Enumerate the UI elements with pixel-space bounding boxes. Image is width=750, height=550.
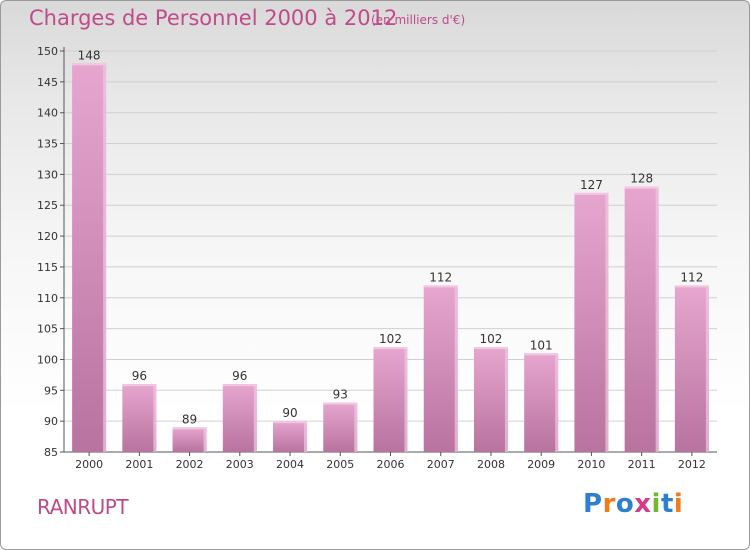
bar-edge [203,427,207,452]
data-label: 112 [680,270,703,284]
data-label: 101 [530,338,553,352]
logo-letter: r [602,489,616,519]
x-tick-label: 2002 [176,458,204,471]
y-tick-label: 125 [37,199,58,212]
data-label: 96 [132,369,147,383]
proxiti-logo: Proxiti [583,489,683,519]
data-label: 128 [630,172,653,186]
x-tick-label: 2008 [477,458,505,471]
data-label: 112 [429,270,452,284]
logo-letter: i [673,489,684,519]
x-tick-label: 2007 [427,458,455,471]
y-tick-label: 90 [44,415,58,428]
y-tick-label: 140 [37,107,58,120]
bar [72,63,107,452]
chart-subtitle: (en milliers d'€) [371,13,466,27]
data-label: 90 [282,406,297,420]
bar-edge [705,285,709,452]
bar [574,192,609,452]
data-label: 102 [379,332,402,346]
x-tick-label: 2003 [226,458,254,471]
y-tick-label: 145 [37,76,58,89]
bar-edge [655,186,659,452]
y-tick-label: 110 [37,292,58,305]
x-tick-label: 2000 [75,458,103,471]
bar [473,347,508,452]
bar-edge [454,285,458,452]
x-tick-label: 2005 [326,458,354,471]
bar [674,285,709,452]
bar-top-highlight [72,63,107,66]
y-tick-label: 95 [44,384,58,397]
bar [222,384,257,452]
x-tick-label: 2006 [377,458,405,471]
data-label: 148 [78,48,101,62]
bar-top-highlight [122,384,157,387]
y-tick-label: 130 [37,168,58,181]
x-tick-label: 2009 [527,458,555,471]
bar-top-highlight [674,285,709,288]
bar-top-highlight [473,347,508,350]
y-tick-label: 105 [37,323,58,336]
y-tick-label: 115 [37,261,58,274]
data-label: 93 [333,388,348,402]
bar-top-highlight [624,186,659,189]
y-tick-label: 135 [37,138,58,151]
bar-top-highlight [172,427,207,430]
bar [273,421,308,452]
y-tick-label: 85 [44,446,58,459]
bar-edge [103,63,107,452]
logo-letter: i [651,489,661,519]
logo-letter: x [634,489,652,519]
logo-letter: o [615,489,635,519]
bar [122,384,157,452]
data-label: 102 [480,332,503,346]
y-tick-label: 100 [37,353,58,366]
logo-letter: P [583,489,603,519]
bar-top-highlight [574,192,609,195]
bar-top-highlight [524,353,559,356]
bar [172,427,207,452]
bar-edge [404,347,408,452]
commune-name: RANRUPT [37,495,129,519]
bar-edge [504,347,508,452]
bar-edge [605,192,609,452]
y-tick-label: 150 [37,45,58,58]
y-tick-label: 120 [37,230,58,243]
data-label: 89 [182,412,197,426]
x-tick-label: 2004 [276,458,304,471]
data-labels: 148 96 89 96 90 93 102 112 102 101 127 128 112 [78,48,704,426]
bar-edge [153,384,157,452]
bar-top-highlight [423,285,458,288]
x-tick-label: 2012 [678,458,706,471]
bar-top-highlight [373,347,408,350]
x-tick-label: 2011 [628,458,656,471]
bar [373,347,408,452]
bar-edge [555,353,559,452]
bars [72,63,709,452]
data-label: 127 [580,178,603,192]
bar [323,402,358,452]
bar-top-highlight [323,402,358,405]
bar-top-highlight [222,384,257,387]
bar [524,353,559,452]
logo-letter: t [660,489,674,519]
bar-edge [253,384,257,452]
bar-edge [354,402,358,452]
bar-top-highlight [273,421,308,424]
x-tick-label: 2001 [125,458,153,471]
bar [624,186,659,452]
x-tick-label: 2010 [577,458,605,471]
bar [423,285,458,452]
chart-title: Charges de Personnel 2000 à 2012 [29,6,398,30]
bar-edge [304,421,308,452]
data-label: 96 [232,369,247,383]
tick-labels: 85 90 95 100 105 110 115 120 125 130 135 140 145 150 2… [37,45,706,471]
